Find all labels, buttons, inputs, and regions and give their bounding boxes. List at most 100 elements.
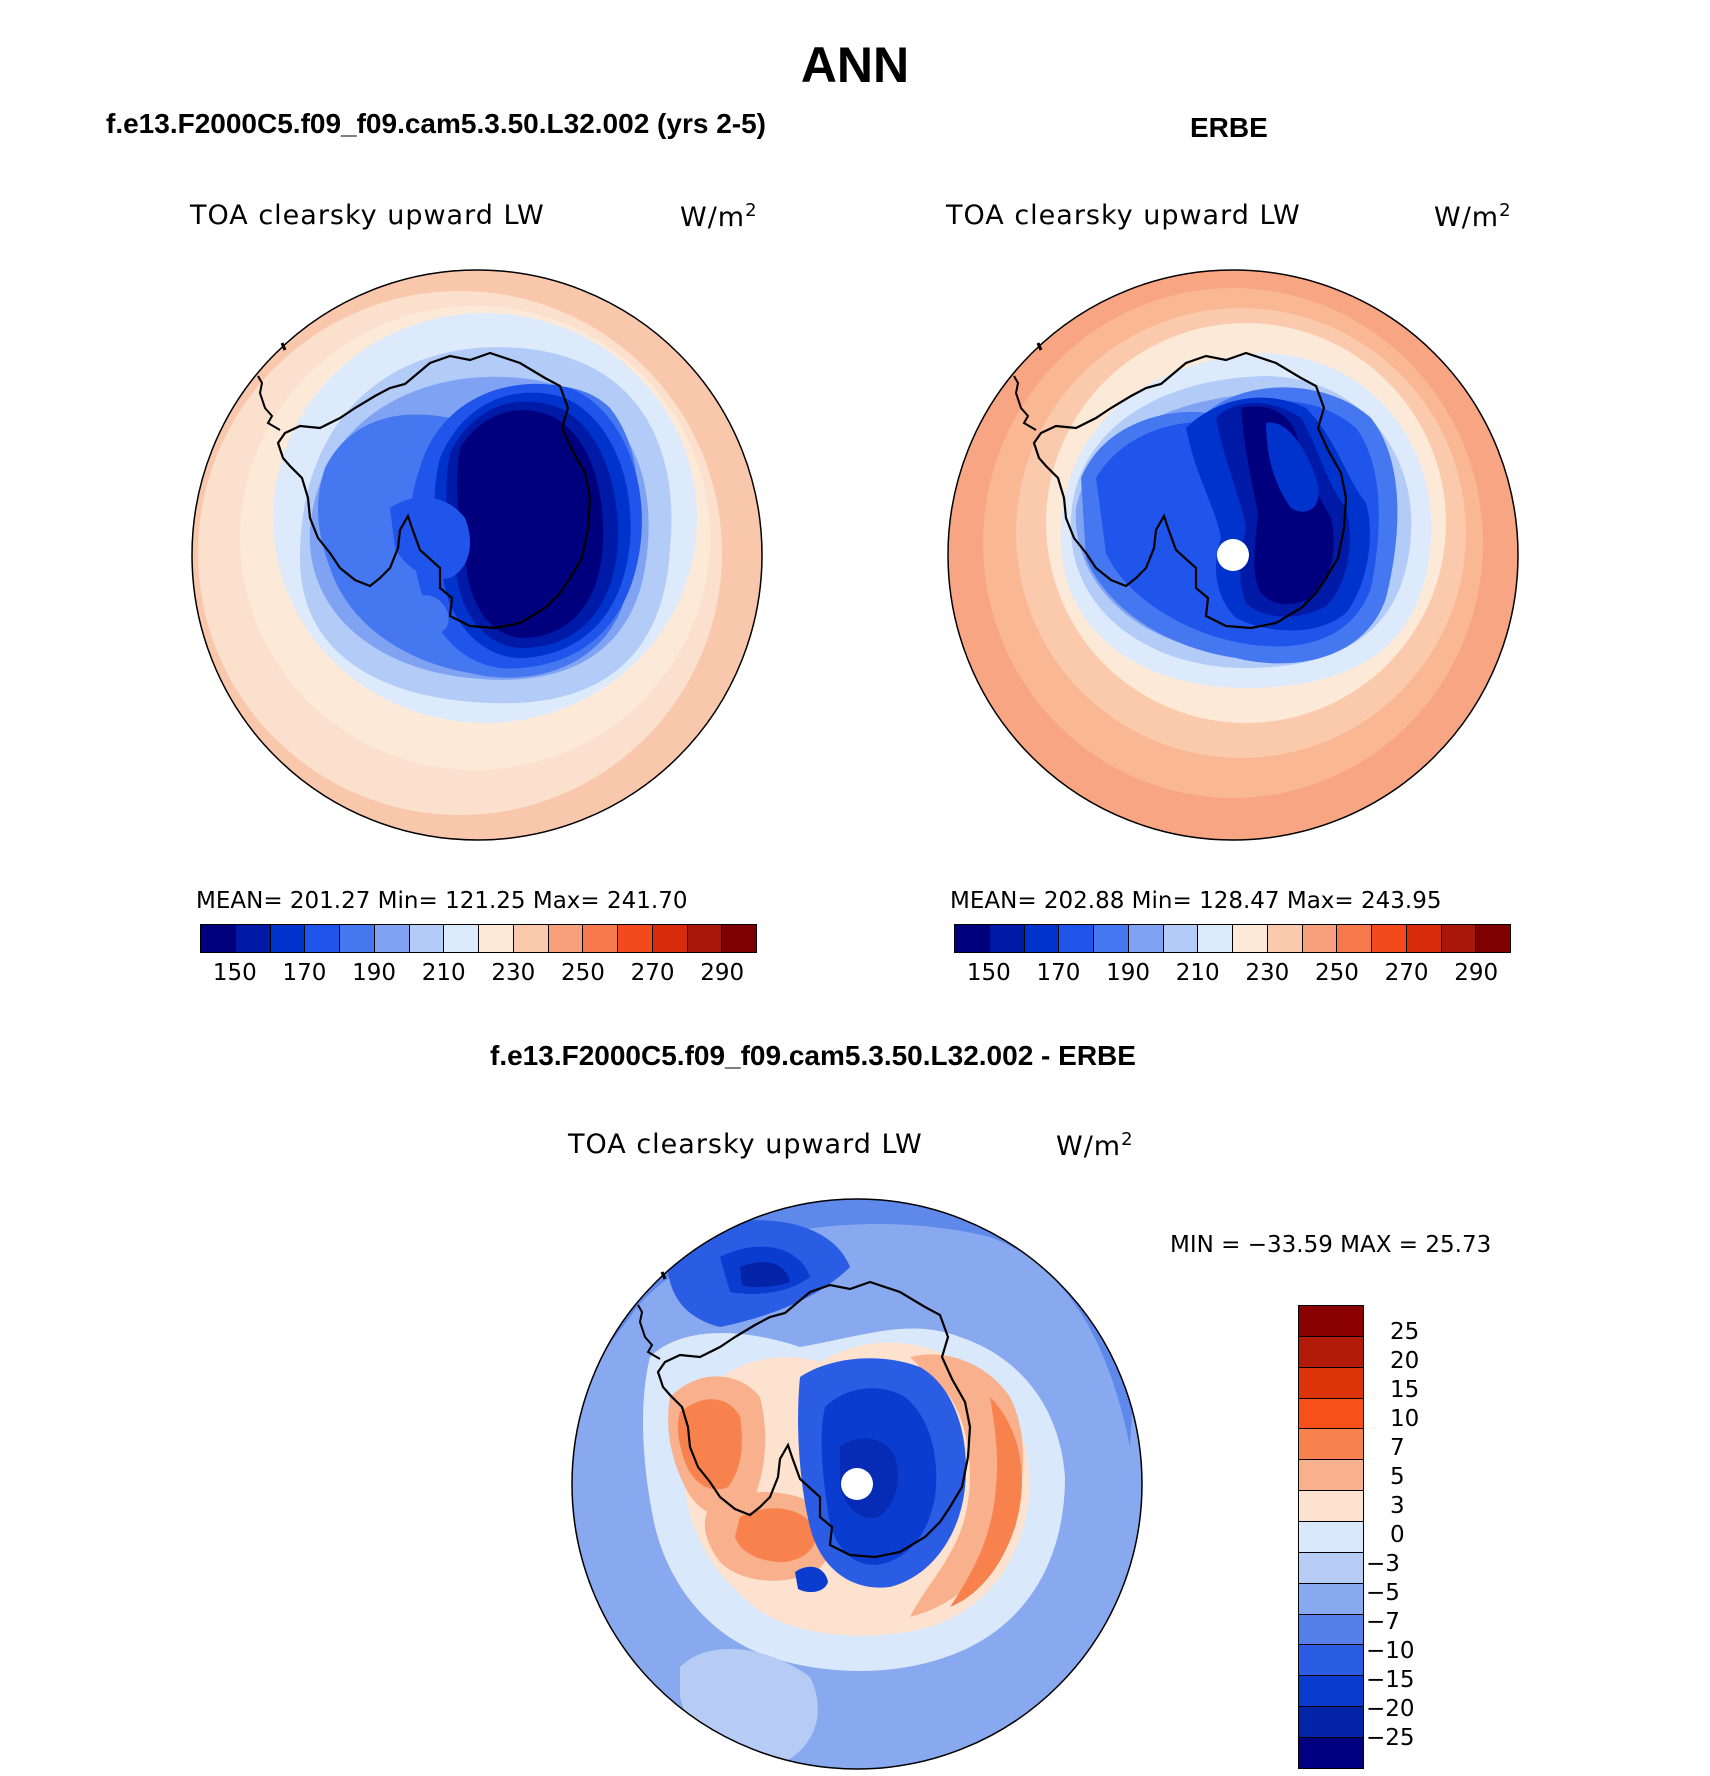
right-units-label: W/m2 [1434, 200, 1512, 233]
colorbar-tick-label: 210 [1175, 960, 1220, 986]
colorbar-swatch [722, 925, 756, 952]
colorbar-tick-label: −20 [1366, 1696, 1415, 1722]
colorbar-swatch [1128, 925, 1164, 952]
colorbar-swatch [1299, 1367, 1363, 1399]
colorbar-tick-label: −15 [1366, 1667, 1415, 1693]
colorbar-swatch [1406, 925, 1442, 952]
colorbar-tick-label: 210 [421, 960, 466, 986]
colorbar-swatch [270, 925, 306, 952]
right-stats: MEAN= 202.88 Min= 128.47 Max= 243.95 [950, 888, 1442, 914]
diff-antarctica-coastline [656, 1280, 972, 1559]
colorbar-swatch [235, 925, 271, 952]
colorbar-tick-label: −25 [1366, 1725, 1415, 1751]
colorbar-tick-label: 230 [491, 960, 536, 986]
colorbar-swatch [687, 925, 723, 952]
colorbar-tick-label: 190 [1106, 960, 1151, 986]
colorbar-tick-label: 190 [352, 960, 397, 986]
right-polar-map [947, 269, 1519, 841]
colorbar-tick-label: 25 [1390, 1319, 1420, 1345]
colorbar-swatch [1198, 925, 1233, 952]
colorbar-tick-label: 270 [630, 960, 675, 986]
colorbar-swatch [1299, 1552, 1363, 1584]
colorbar-swatch [652, 925, 688, 952]
right-colorbar [954, 924, 1511, 953]
colorbar-swatch [1299, 1429, 1363, 1461]
left-polar-map [191, 269, 763, 841]
colorbar-tick-label: 150 [212, 960, 257, 986]
colorbar-swatch [1233, 925, 1268, 952]
colorbar-swatch [1337, 925, 1372, 952]
diff-units-label: W/m2 [1056, 1129, 1134, 1162]
left-colorbar [200, 924, 757, 953]
colorbar-swatch [1372, 925, 1407, 952]
colorbar-swatch [1476, 925, 1510, 952]
colorbar-swatch [1299, 1707, 1363, 1739]
colorbar-tick-label: 250 [1314, 960, 1359, 986]
colorbar-swatch [583, 925, 618, 952]
diff-pole-mask [841, 1468, 873, 1500]
colorbar-swatch [618, 925, 653, 952]
diff-panel-title: f.e13.F2000C5.f09_f09.cam5.3.50.L32.002 … [490, 1040, 1136, 1071]
left-variable-label: TOA clearsky upward LW [190, 200, 545, 231]
colorbar-swatch [548, 925, 584, 952]
colorbar-swatch [1299, 1336, 1363, 1368]
colorbar-swatch [955, 925, 990, 952]
colorbar-tick-label: 15 [1390, 1377, 1420, 1403]
diff-polar-map [571, 1198, 1143, 1770]
colorbar-swatch [374, 925, 410, 952]
colorbar-swatch [340, 925, 375, 952]
colorbar-swatch [1299, 1676, 1363, 1708]
colorbar-swatch [201, 925, 236, 952]
colorbar-swatch [989, 925, 1025, 952]
colorbar-tick-label: 10 [1390, 1406, 1420, 1432]
colorbar-tick-label: 230 [1245, 960, 1290, 986]
colorbar-tick-label: −3 [1366, 1551, 1400, 1577]
colorbar-swatch [1299, 1306, 1363, 1337]
colorbar-swatch [1441, 925, 1477, 952]
colorbar-swatch [444, 925, 479, 952]
colorbar-swatch [1302, 925, 1338, 952]
colorbar-tick-label: 150 [966, 960, 1011, 986]
colorbar-tick-label: 270 [1384, 960, 1429, 986]
right-panel-title: ERBE [1190, 112, 1268, 143]
diff-colorbar [1298, 1305, 1364, 1769]
colorbar-tick-label: 170 [282, 960, 327, 986]
colorbar-swatch [305, 925, 340, 952]
colorbar-swatch [1299, 1614, 1363, 1646]
colorbar-tick-label: −10 [1366, 1638, 1415, 1664]
colorbar-tick-label: 20 [1390, 1348, 1420, 1374]
right-colorbar-ticks: 150 170 190 210 230 250 270 290 [954, 960, 1511, 990]
right-variable-label: TOA clearsky upward LW [946, 200, 1301, 231]
diff-stats: MIN = −33.59 MAX = 25.73 [1170, 1232, 1492, 1258]
left-stats: MEAN= 201.27 Min= 121.25 Max= 241.70 [196, 888, 688, 914]
colorbar-tick-label: 7 [1390, 1435, 1405, 1461]
colorbar-swatch [1267, 925, 1303, 952]
colorbar-swatch [1024, 925, 1060, 952]
colorbar-tick-label: 290 [1454, 960, 1499, 986]
colorbar-tick-label: 0 [1390, 1522, 1405, 1548]
colorbar-swatch [1059, 925, 1094, 952]
diff-variable-label: TOA clearsky upward LW [568, 1129, 923, 1160]
colorbar-swatch [513, 925, 549, 952]
colorbar-swatch [479, 925, 514, 952]
colorbar-swatch [1299, 1398, 1363, 1430]
left-colorbar-ticks: 150 170 190 210 230 250 270 290 [200, 960, 757, 990]
right-antarctica-coastline [1032, 351, 1348, 630]
colorbar-tick-label: −5 [1366, 1580, 1400, 1606]
colorbar-tick-label: 250 [560, 960, 605, 986]
right-pole-mask [1217, 539, 1249, 571]
colorbar-swatch [1299, 1460, 1363, 1492]
left-panel-title: f.e13.F2000C5.f09_f09.cam5.3.50.L32.002 … [106, 108, 766, 139]
page-title: ANN [800, 37, 910, 93]
colorbar-swatch [1299, 1738, 1363, 1768]
colorbar-swatch [1163, 925, 1199, 952]
left-antarctica-coastline [276, 351, 592, 630]
colorbar-tick-label: −7 [1366, 1609, 1400, 1635]
colorbar-tick-label: 170 [1036, 960, 1081, 986]
colorbar-tick-label: 5 [1390, 1464, 1405, 1490]
colorbar-tick-label: 290 [700, 960, 745, 986]
colorbar-swatch [1299, 1645, 1363, 1677]
diff-colorbar-ticks: 25 20 15 10 7 5 3 0 −3 −5 −7 −10 −15 −20 −25 [1366, 1305, 1454, 1769]
colorbar-swatch [1299, 1583, 1363, 1615]
colorbar-swatch [1299, 1491, 1363, 1523]
